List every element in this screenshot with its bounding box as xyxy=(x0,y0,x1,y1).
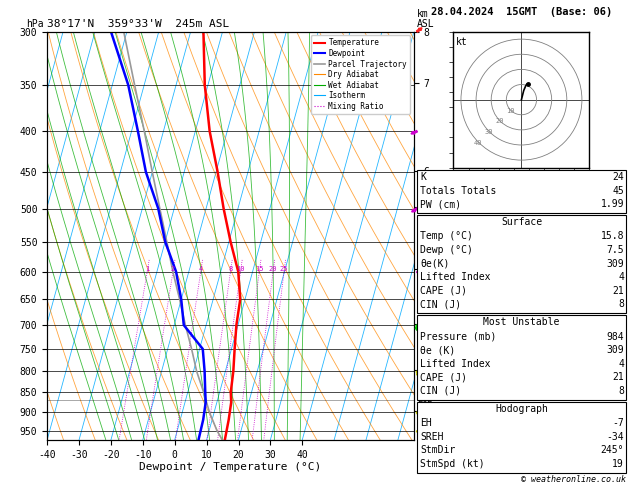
Text: Surface: Surface xyxy=(501,217,542,227)
Text: kt: kt xyxy=(456,37,468,47)
Text: 24: 24 xyxy=(612,172,624,182)
Text: 309: 309 xyxy=(606,259,624,269)
Text: StmDir: StmDir xyxy=(420,445,455,455)
Text: 10: 10 xyxy=(506,107,515,114)
Text: 245°: 245° xyxy=(601,445,624,455)
Text: 21: 21 xyxy=(612,286,624,296)
Text: PW (cm): PW (cm) xyxy=(420,199,461,209)
Text: 20: 20 xyxy=(269,266,277,272)
Text: 8: 8 xyxy=(228,266,233,272)
Text: 40: 40 xyxy=(474,140,482,146)
Text: Totals Totals: Totals Totals xyxy=(420,186,496,196)
Text: 10: 10 xyxy=(237,266,245,272)
Text: 1: 1 xyxy=(145,266,149,272)
Text: 8: 8 xyxy=(618,299,624,310)
X-axis label: Dewpoint / Temperature (°C): Dewpoint / Temperature (°C) xyxy=(140,462,321,472)
Text: θe(K): θe(K) xyxy=(420,259,450,269)
Text: 38°17'N  359°33'W  245m ASL: 38°17'N 359°33'W 245m ASL xyxy=(47,19,230,30)
Text: CAPE (J): CAPE (J) xyxy=(420,372,467,382)
Text: 4: 4 xyxy=(618,272,624,282)
Text: -34: -34 xyxy=(606,432,624,442)
Text: 45: 45 xyxy=(612,186,624,196)
Text: Dewp (°C): Dewp (°C) xyxy=(420,245,473,255)
Text: 4: 4 xyxy=(199,266,203,272)
Text: © weatheronline.co.uk: © weatheronline.co.uk xyxy=(521,474,626,484)
Text: CIN (J): CIN (J) xyxy=(420,299,461,310)
Legend: Temperature, Dewpoint, Parcel Trajectory, Dry Adiabat, Wet Adiabat, Isotherm, Mi: Temperature, Dewpoint, Parcel Trajectory… xyxy=(311,35,410,114)
Text: Most Unstable: Most Unstable xyxy=(483,317,560,327)
Text: 2: 2 xyxy=(171,266,175,272)
Text: Lifted Index: Lifted Index xyxy=(420,272,491,282)
Text: km
ASL: km ASL xyxy=(417,9,435,29)
Text: 15.8: 15.8 xyxy=(601,231,624,242)
Text: 30: 30 xyxy=(484,129,493,135)
Text: 21: 21 xyxy=(612,372,624,382)
Text: 4: 4 xyxy=(618,359,624,369)
Text: 309: 309 xyxy=(606,345,624,355)
Text: 8: 8 xyxy=(618,386,624,396)
Text: 1.99: 1.99 xyxy=(601,199,624,209)
Text: CAPE (J): CAPE (J) xyxy=(420,286,467,296)
Text: Lifted Index: Lifted Index xyxy=(420,359,491,369)
Text: Pressure (mb): Pressure (mb) xyxy=(420,331,496,342)
Text: Hodograph: Hodograph xyxy=(495,404,548,414)
Text: 20: 20 xyxy=(496,119,504,124)
Text: 25: 25 xyxy=(280,266,288,272)
Text: K: K xyxy=(420,172,426,182)
Y-axis label: Mixing Ratio (g/kg): Mixing Ratio (g/kg) xyxy=(478,188,487,283)
Text: StmSpd (kt): StmSpd (kt) xyxy=(420,459,485,469)
Text: 28.04.2024  15GMT  (Base: 06): 28.04.2024 15GMT (Base: 06) xyxy=(431,7,612,17)
Text: EH: EH xyxy=(420,418,432,428)
Text: CIN (J): CIN (J) xyxy=(420,386,461,396)
Text: θe (K): θe (K) xyxy=(420,345,455,355)
Text: 984: 984 xyxy=(606,331,624,342)
Text: 15: 15 xyxy=(255,266,264,272)
Text: hPa: hPa xyxy=(26,19,44,29)
Text: 19: 19 xyxy=(612,459,624,469)
Text: LCL: LCL xyxy=(418,395,433,404)
Text: Temp (°C): Temp (°C) xyxy=(420,231,473,242)
Text: 7.5: 7.5 xyxy=(606,245,624,255)
Text: SREH: SREH xyxy=(420,432,443,442)
Text: -7: -7 xyxy=(612,418,624,428)
